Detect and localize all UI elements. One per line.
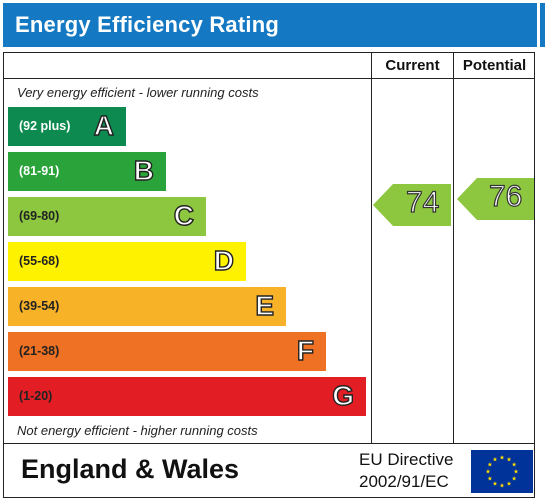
potential-rating-arrow: 76: [457, 178, 534, 220]
eu-flag-icon: [471, 450, 533, 493]
bottom-note: Not energy efficient - higher running co…: [17, 423, 258, 438]
eu-star-icon: [506, 481, 512, 486]
band-a: (92 plus) A: [8, 107, 126, 146]
band-letter: B: [133, 154, 155, 186]
potential-arrow-shape: [457, 178, 534, 220]
eu-star-icon: [487, 476, 493, 481]
eu-star-icon: [499, 455, 505, 460]
eu-star-icon: [485, 469, 491, 474]
region-label: England & Wales: [21, 454, 240, 484]
eu-star-icon: [492, 481, 498, 486]
eu-star-icon: [506, 456, 512, 462]
band-range-label: (39-54): [19, 299, 60, 313]
current-arrow-shape: [373, 184, 451, 226]
eu-star-icon: [487, 462, 493, 467]
band-letter: C: [173, 199, 195, 231]
band-range-label: (55-68): [19, 254, 60, 268]
band-range-label: (1-20): [19, 389, 53, 403]
band-letter: A: [93, 109, 115, 141]
potential-column-divider: [453, 52, 454, 444]
band-range-label: (81-91): [19, 164, 60, 178]
eu-star-icon: [499, 483, 505, 488]
band-b: (81-91) B: [8, 152, 166, 191]
band-f: (21-38) F: [8, 332, 326, 371]
eu-directive-label: EU Directive: [359, 450, 454, 469]
header-divider: [3, 78, 535, 79]
eu-star-icon: [513, 469, 519, 474]
band-letter: G: [332, 379, 355, 411]
potential-rating-value: 76: [488, 179, 523, 213]
title-bar: Energy Efficiency Rating: [3, 3, 537, 47]
band-range-label: (69-80): [19, 209, 60, 223]
band-letter: F: [296, 334, 315, 366]
current-rating-arrow: 74: [373, 184, 451, 226]
title-bar-edge: [540, 3, 545, 47]
footer-divider: [3, 443, 535, 444]
current-column-header: Current: [385, 57, 440, 74]
rating-frame: [3, 52, 535, 498]
eu-star-icon: [492, 456, 498, 462]
current-column-divider: [371, 52, 372, 444]
band-range-label: (92 plus): [19, 119, 71, 133]
band-range-label: (21-38): [19, 344, 60, 358]
band-letter: E: [255, 289, 275, 321]
band-g: (1-20) G: [8, 377, 366, 416]
eu-star-icon: [511, 462, 517, 467]
band-letter: D: [213, 244, 235, 276]
band-c: (69-80) C: [8, 197, 206, 236]
potential-column-header: Potential: [462, 57, 527, 74]
band-e: (39-54) E: [8, 287, 286, 326]
band-d: (55-68) D: [8, 242, 246, 281]
chart-title: Energy Efficiency Rating: [15, 12, 279, 37]
eu-directive-number: 2002/91/EC: [359, 472, 449, 491]
top-note: Very energy efficient - lower running co…: [17, 85, 259, 100]
current-rating-value: 74: [405, 185, 440, 219]
eu-star-icon: [511, 476, 517, 481]
